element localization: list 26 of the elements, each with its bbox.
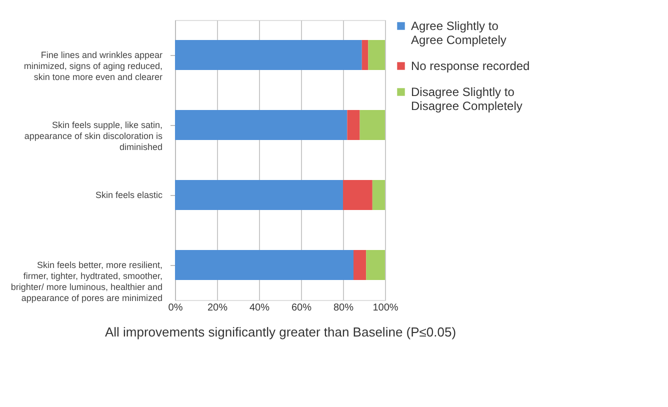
bar <box>175 110 348 140</box>
bar <box>175 250 354 280</box>
y-tick-label: Fine lines and wrinkles appear minimized, signs of aging reduced, skin tone more even and clearer <box>24 50 162 82</box>
x-tick-label: 100% <box>372 302 398 314</box>
x-tick-label: 40% <box>249 302 270 314</box>
y-tick-label: Skin feels supple, like satin, appearance of skin discoloration is diminished <box>24 120 163 152</box>
legend-label: Disagree Slightly to Disagree Completely <box>411 85 522 113</box>
x-tick-label: 60% <box>291 302 312 314</box>
bar <box>366 250 385 280</box>
bar <box>175 180 343 210</box>
bar <box>347 110 360 140</box>
legend-label: Agree Slightly to Agree Completely <box>411 19 506 47</box>
x-tick-label: 80% <box>333 302 354 314</box>
x-tick-label: 20% <box>207 302 228 314</box>
bar <box>368 40 385 70</box>
bar <box>354 250 366 280</box>
y-tick-label: Skin feels elastic <box>95 190 163 200</box>
x-tick-label: 0% <box>168 302 183 314</box>
bar <box>360 110 385 140</box>
x-axis-title: All improvements significantly greater than Baseline (P≤0.05) <box>104 324 456 340</box>
legend-label: No response recorded <box>411 59 530 73</box>
y-tick-label: Skin feels better, more resilient, firmer, tighter, hydtrated, smoother, brighter/ more luminous, healthier and appearance of pores are minimized <box>10 260 162 303</box>
bar <box>372 180 385 210</box>
bar <box>362 40 368 70</box>
bar <box>175 40 362 70</box>
bar <box>343 180 372 210</box>
